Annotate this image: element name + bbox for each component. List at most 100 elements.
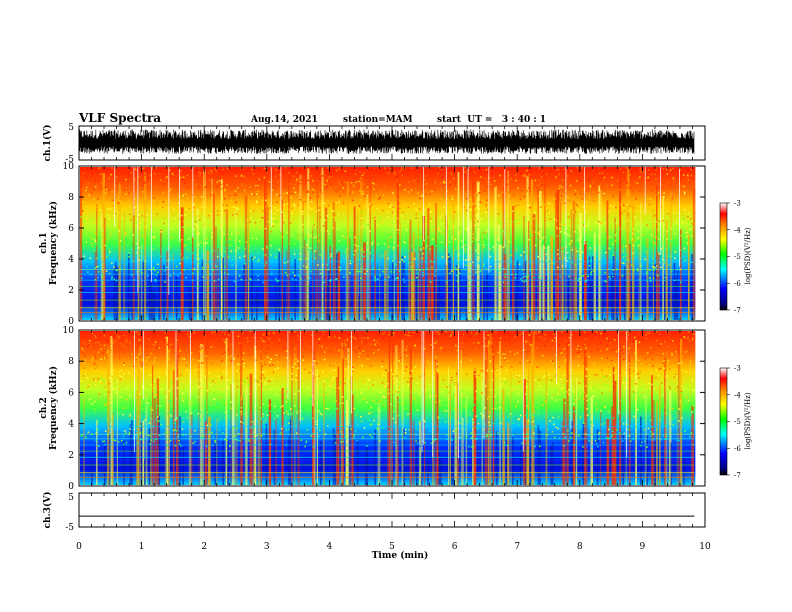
spectral-speckle — [469, 198, 472, 201]
spectral-speckle — [316, 430, 319, 432]
spectral-speckle — [545, 370, 548, 372]
spectral-speckle — [635, 198, 638, 200]
spectral-speckle — [433, 335, 436, 337]
spectral-speckle — [655, 369, 658, 371]
spectral-burst — [144, 172, 147, 320]
spectral-speckle — [668, 386, 671, 388]
spectral-speckle — [285, 424, 287, 426]
spectral-speckle — [114, 439, 117, 442]
spectral-speckle — [136, 430, 138, 432]
spectral-speckle — [118, 388, 121, 390]
spectral-speckle — [179, 253, 182, 256]
spectral-speckle — [687, 331, 690, 333]
spectral-speckle — [266, 247, 268, 249]
spectral-speckle — [431, 238, 434, 241]
spectral-speckle — [646, 446, 648, 448]
spectral-speckle — [624, 171, 626, 173]
spectral-speckle — [536, 168, 538, 170]
spectral-speckle — [423, 373, 425, 375]
spectral-speckle — [334, 213, 337, 216]
spectral-speckle — [518, 334, 520, 336]
spectral-speckle — [121, 191, 123, 193]
spectral-speckle — [654, 173, 656, 176]
spectral-speckle — [152, 248, 154, 250]
spectral-speckle — [314, 381, 316, 383]
spectral-speckle — [220, 439, 222, 441]
spectral-burst — [268, 399, 272, 485]
spectral-speckle — [644, 258, 646, 261]
spectral-speckle — [213, 381, 216, 384]
spectral-speckle — [503, 378, 506, 380]
spectral-speckle — [126, 387, 128, 390]
spectral-speckle — [217, 255, 219, 258]
spectral-speckle — [374, 343, 376, 346]
spectral-speckle — [538, 195, 540, 198]
spectral-speckle — [656, 339, 658, 342]
spectral-speckle — [624, 254, 627, 257]
spectral-speckle — [577, 221, 580, 224]
spectral-speckle — [583, 205, 585, 208]
spectral-speckle — [230, 250, 232, 252]
spectral-speckle — [644, 440, 646, 443]
spectral-speckle — [318, 426, 321, 429]
spectral-speckle — [622, 245, 624, 248]
spectral-speckle — [571, 191, 573, 194]
spectral-speckle — [104, 244, 107, 247]
spectral-speckle — [544, 345, 546, 347]
spectral-speckle — [664, 181, 666, 183]
spectral-speckle — [567, 213, 569, 215]
spectral-speckle — [506, 269, 509, 271]
spectral-speckle — [404, 334, 407, 336]
spectral-speckle — [139, 187, 141, 189]
spectral-speckle — [444, 349, 446, 351]
spectral-burst — [312, 346, 315, 485]
spectral-speckle — [622, 257, 624, 260]
spectral-speckle — [648, 391, 651, 393]
spectral-speckle — [326, 335, 328, 337]
spectral-speckle — [384, 185, 387, 187]
spectral-speckle — [87, 334, 89, 336]
spectral-speckle — [318, 342, 320, 344]
spectral-speckle — [569, 338, 571, 340]
spectral-speckle — [614, 363, 616, 365]
spectral-speckle — [473, 421, 475, 424]
spectral-speckle — [116, 181, 118, 184]
spectral-speckle — [424, 420, 426, 423]
spectral-speckle — [601, 357, 603, 360]
spectral-speckle — [575, 180, 578, 182]
spectral-speckle — [521, 332, 523, 335]
spectral-speckle — [143, 370, 146, 372]
spectral-speckle — [236, 414, 238, 416]
spectral-speckle — [530, 331, 533, 334]
spectral-speckle — [346, 434, 348, 436]
spectral-speckle — [438, 333, 440, 335]
spectral-speckle — [501, 419, 503, 421]
spectral-speckle — [100, 344, 102, 346]
spectral-speckle — [324, 219, 326, 221]
spectral-speckle — [539, 385, 541, 387]
spectral-speckle — [444, 352, 446, 354]
spectral-speckle — [612, 417, 614, 419]
spectral-speckle — [623, 345, 625, 348]
spectral-speckle — [135, 192, 138, 195]
spectral-speckle — [213, 331, 216, 333]
spectral-speckle — [330, 176, 333, 178]
spectral-speckle — [117, 183, 120, 185]
spectral-speckle — [231, 258, 234, 260]
spectral-speckle — [519, 192, 521, 195]
spectral-speckle — [498, 239, 500, 241]
spectral-speckle — [615, 389, 617, 391]
spectral-speckle — [281, 211, 283, 213]
spectral-speckle — [313, 189, 315, 192]
spectral-speckle — [405, 428, 407, 431]
spectral-speckle — [521, 442, 524, 444]
spectral-speckle — [316, 363, 319, 365]
spectral-speckle — [230, 407, 232, 410]
spectral-speckle — [246, 337, 249, 339]
spectral-speckle — [157, 368, 160, 371]
spectral-speckle — [483, 265, 486, 267]
spectral-speckle — [674, 368, 676, 370]
spectral-speckle — [173, 195, 175, 198]
spectral-speckle — [124, 239, 127, 241]
spectral-speckle — [678, 362, 680, 365]
